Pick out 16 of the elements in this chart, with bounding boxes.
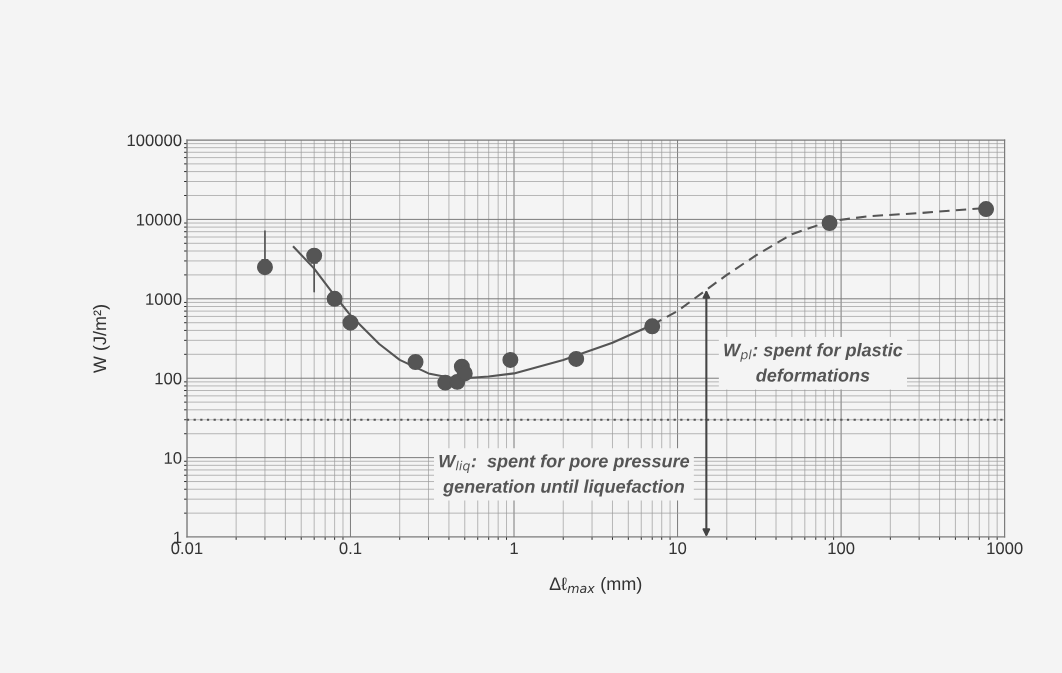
x-tick-label: 0.01 <box>171 542 203 555</box>
y-tick-label: 100 <box>155 372 182 385</box>
y-tick-label: 100000 <box>127 134 182 147</box>
x-tick-label: 1 <box>510 542 518 554</box>
annotation: W$_{liq}$: spent for pore pressure generation until liquefaction <box>439 454 690 497</box>
y-tick-label: 10 <box>164 452 182 464</box>
annotation: W$_{pl}$: spent for plastic deformations <box>724 343 903 382</box>
x-tick-label: 10 <box>669 542 687 555</box>
y-tick-label: 10000 <box>136 213 182 226</box>
x-tick-label: 0.1 <box>339 542 362 555</box>
y-tick-label: 1 <box>174 531 182 544</box>
y-tick-label: 1000 <box>146 293 182 306</box>
x-tick-label: 100 <box>828 542 855 555</box>
x-axis-title: Δℓ$_{max}$ (mm) <box>549 576 642 594</box>
x-tick-label: 1000 <box>987 542 1023 555</box>
y-axis-title: W (J/m²) <box>92 305 110 374</box>
